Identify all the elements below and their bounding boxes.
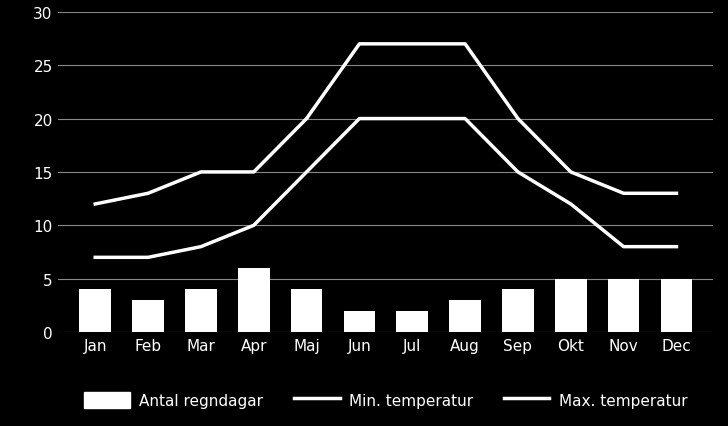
Bar bbox=[608, 279, 639, 332]
Bar bbox=[290, 290, 323, 332]
Bar bbox=[502, 290, 534, 332]
Bar bbox=[79, 290, 111, 332]
Bar bbox=[449, 300, 481, 332]
Bar bbox=[185, 290, 217, 332]
Bar bbox=[132, 300, 164, 332]
Legend: Antal regndagar, Min. temperatur, Max. temperatur: Antal regndagar, Min. temperatur, Max. t… bbox=[79, 386, 693, 414]
Bar bbox=[344, 311, 375, 332]
Bar bbox=[660, 279, 692, 332]
Bar bbox=[555, 279, 587, 332]
Bar bbox=[238, 268, 269, 332]
Bar bbox=[397, 311, 428, 332]
